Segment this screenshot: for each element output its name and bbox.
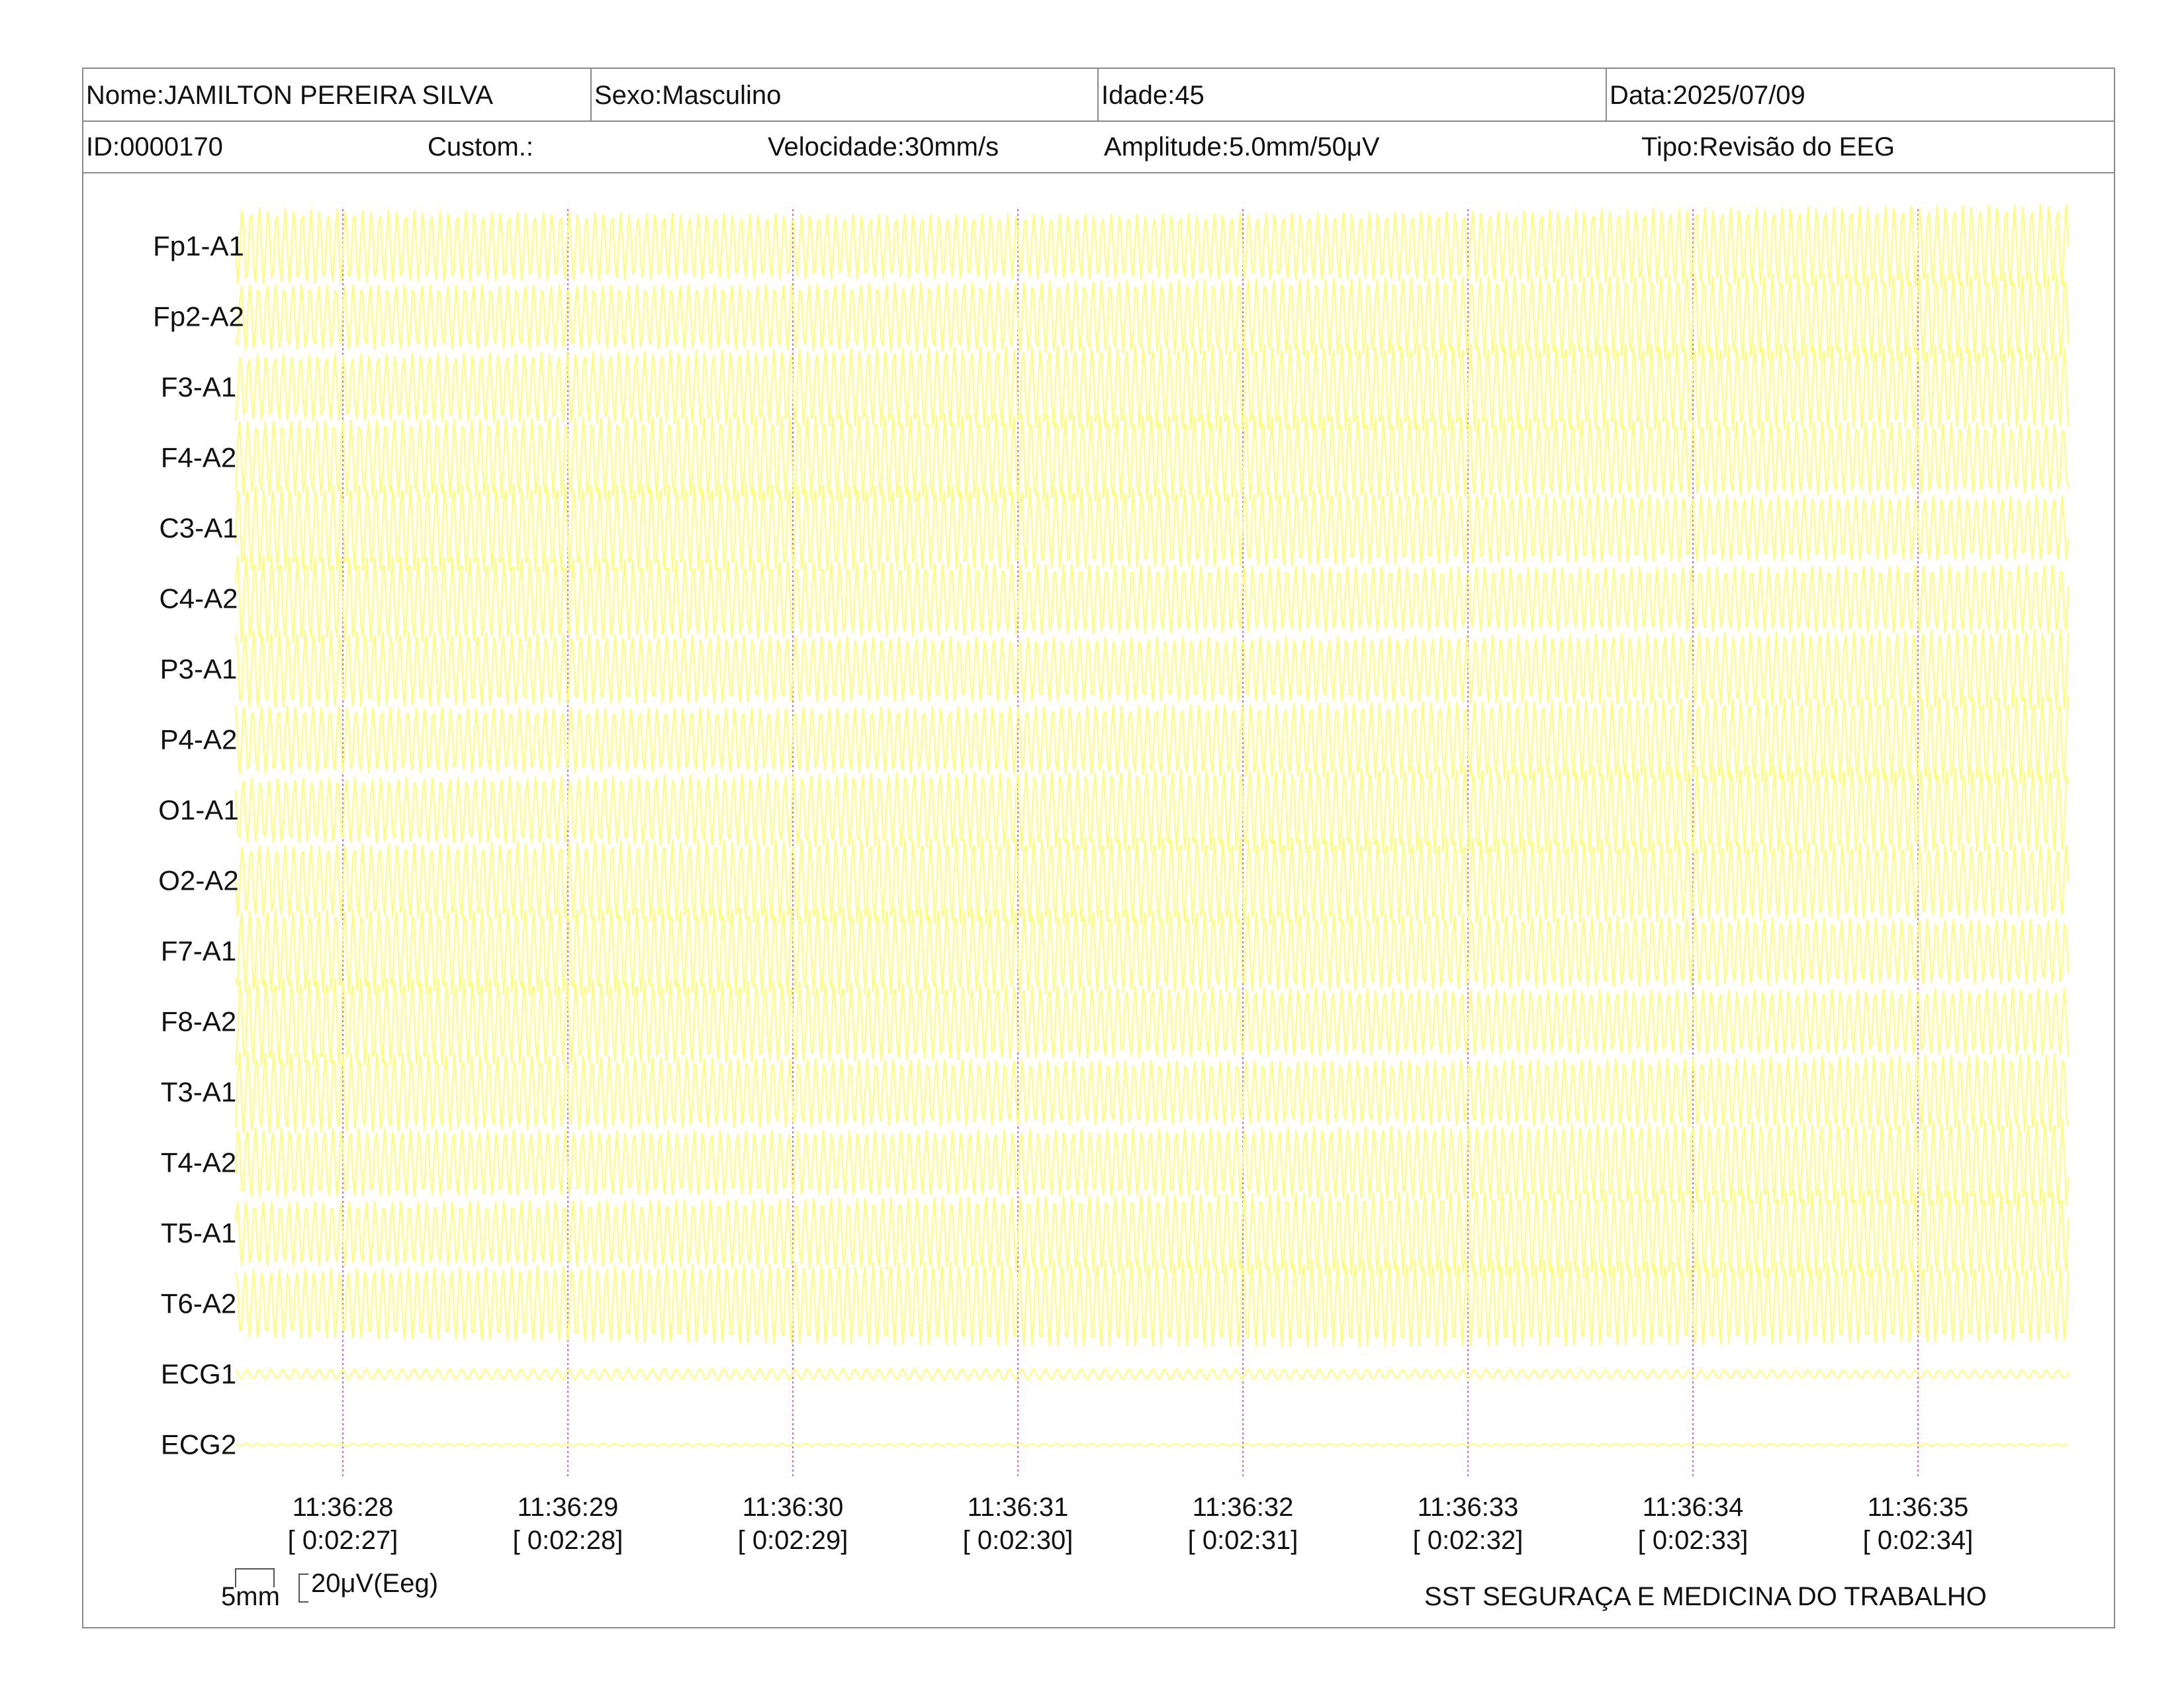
channel-label: ECG1 <box>161 1358 236 1389</box>
trace-t5-a1 <box>235 1190 2069 1278</box>
elapsed-tick-label: [ 0:02:34] <box>1863 1526 1974 1555</box>
channel-label: P4-A2 <box>160 724 238 755</box>
trace-ecg2 <box>235 1442 2069 1447</box>
elapsed-tick-label: [ 0:02:32] <box>1413 1526 1524 1555</box>
channel-label: T4-A2 <box>161 1147 236 1178</box>
patient-name: Nome:JAMILTON PEREIRA SILVA <box>86 81 493 110</box>
trace-f3-a1 <box>235 343 2069 431</box>
trace-ecg1 <box>235 1368 2069 1381</box>
time-tick-label: 11:36:33 <box>1418 1493 1519 1522</box>
amplitude-setting: Amplitude:5.0mm/50μV <box>1104 132 1380 162</box>
trace-t4-a2 <box>235 1119 2069 1206</box>
trace-f4-a2 <box>235 414 2069 502</box>
time-scale-bar <box>235 1568 275 1587</box>
channel-label: F7-A1 <box>161 935 236 966</box>
elapsed-tick-label: [ 0:02:33] <box>1638 1526 1749 1555</box>
trace-f7-a1 <box>235 907 2069 996</box>
channel-label: F8-A2 <box>161 1006 236 1037</box>
report-frame: Nome:JAMILTON PEREIRA SILVA Sexo:Masculi… <box>82 68 2115 1628</box>
channel-label: P3-A1 <box>160 653 238 684</box>
elapsed-tick-label: [ 0:02:27] <box>288 1526 398 1555</box>
channel-label: F4-A2 <box>161 442 236 473</box>
elapsed-tick-label: [ 0:02:28] <box>513 1526 623 1555</box>
custom-field: Custom.: <box>428 132 534 162</box>
channel-label: Fp1-A1 <box>153 230 244 261</box>
patient-age: Idade:45 <box>1097 69 1606 120</box>
channel-label: C3-A1 <box>159 512 238 543</box>
time-tick-label: 11:36:35 <box>1868 1493 1969 1522</box>
time-tick-label: 11:36:29 <box>518 1493 619 1522</box>
time-scale-label: 5mm <box>221 1582 280 1611</box>
channel-label: O2-A2 <box>158 865 238 896</box>
time-tick-label: 11:36:32 <box>1193 1493 1294 1522</box>
channel-label: C4-A2 <box>159 583 238 614</box>
time-tick-label: 11:36:28 <box>293 1493 394 1522</box>
amplitude-scale-label: 20μV(Eeg) <box>311 1569 439 1598</box>
patient-sex: Sexo:Masculino <box>590 69 1097 120</box>
elapsed-tick-label: [ 0:02:30] <box>963 1526 1073 1555</box>
trace-f8-a2 <box>235 978 2069 1066</box>
trace-c4-a2 <box>235 555 2069 643</box>
speed-setting: Velocidade:30mm/s <box>768 132 999 162</box>
time-tick-label: 11:36:34 <box>1643 1493 1744 1522</box>
channel-label: F3-A1 <box>161 371 236 402</box>
organization-name: SST SEGURAÇA E MEDICINA DO TRABALHO <box>1424 1582 1987 1611</box>
channel-label: O1-A1 <box>158 794 238 825</box>
channel-label: T6-A2 <box>161 1288 236 1319</box>
trace-fp1-a1 <box>235 204 2069 289</box>
trace-p3-a1 <box>235 628 2069 710</box>
review-type: Tipo:Revisão do EEG <box>1641 132 1895 162</box>
header-row-patient: Nome:JAMILTON PEREIRA SILVA Sexo:Masculi… <box>83 69 2114 122</box>
trace-t6-a2 <box>235 1259 2069 1347</box>
trace-p4-a2 <box>235 696 2069 784</box>
channel-label: T5-A1 <box>161 1217 236 1248</box>
trace-t3-a1 <box>235 1051 2069 1134</box>
channel-label: ECG2 <box>161 1429 236 1460</box>
trace-o1-a1 <box>235 766 2069 854</box>
exam-date: Data:2025/07/09 <box>1606 69 2115 120</box>
patient-id: ID:0000170 <box>86 132 223 162</box>
elapsed-tick-label: [ 0:02:31] <box>1188 1526 1298 1555</box>
header-row-settings: ID:0000170 Custom.: Velocidade:30mm/s Am… <box>83 122 2114 173</box>
trace-c3-a1 <box>235 484 2069 572</box>
trace-fp2-a2 <box>235 273 2069 361</box>
amplitude-scale-bar <box>298 1573 308 1603</box>
channel-label: T3-A1 <box>161 1076 236 1107</box>
time-tick-label: 11:36:30 <box>743 1493 844 1522</box>
time-tick-label: 11:36:31 <box>968 1493 1069 1522</box>
elapsed-tick-label: [ 0:02:29] <box>738 1526 848 1555</box>
channel-label: Fp2-A2 <box>153 301 244 332</box>
trace-o2-a2 <box>235 837 2069 925</box>
